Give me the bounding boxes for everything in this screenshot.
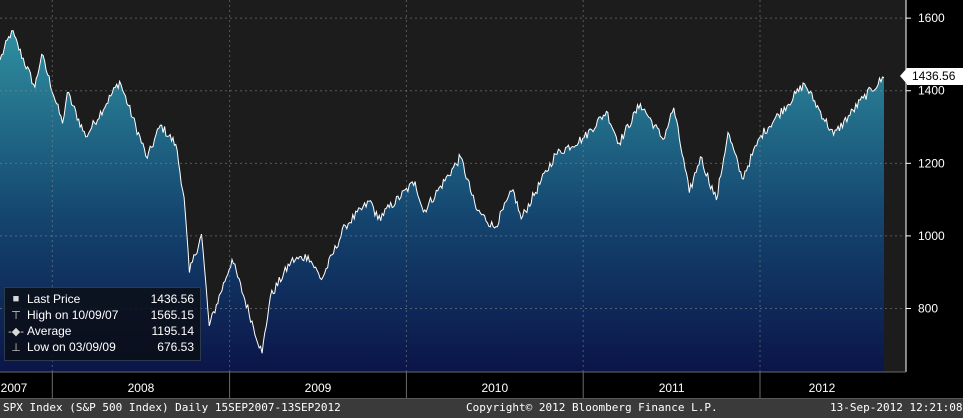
footer-timestamp: 13-Sep-2012 12:21:08	[830, 401, 963, 414]
x-axis-band	[0, 372, 963, 398]
x-tick-label: 2009	[305, 381, 332, 395]
legend-value: 1195.14	[151, 324, 195, 338]
legend-value: 676.53	[157, 340, 194, 354]
grid-lines-overlay	[0, 0, 906, 372]
x-tick-label: 2011	[659, 381, 685, 395]
x-tick-label: 2012	[809, 381, 836, 395]
y-tick-label: 1600	[918, 11, 945, 25]
legend-row-high: ⊤ High on 10/09/07 1565.15	[5, 307, 200, 323]
x-tick-label: 2008	[128, 381, 155, 395]
legend-row-average: -◆- Average 1195.14	[5, 323, 200, 339]
legend-label: High on 10/09/07	[27, 308, 119, 322]
y-tick-label: 1200	[918, 156, 945, 170]
legend-row-low: ⊥ Low on 03/09/09 676.53	[5, 339, 200, 355]
y-tick-label: 1400	[918, 84, 945, 98]
high-marker-icon: ⊤	[11, 309, 21, 322]
footer-security-info: SPX Index (S&P 500 Index) Daily 15SEP200…	[3, 401, 341, 414]
last-price-tag: 1436.56	[900, 68, 963, 85]
x-tick-label: 2007	[1, 381, 28, 395]
legend-row-last-price: ■ Last Price 1436.56	[5, 291, 200, 307]
legend-value: 1436.56	[150, 292, 194, 306]
legend-label: Average	[27, 324, 72, 338]
square-icon: ■	[12, 293, 20, 305]
legend: ■ Last Price 1436.56 ⊤ High on 10/09/07 …	[4, 287, 201, 361]
x-tick-label: 2010	[481, 381, 508, 395]
y-tick-label: 1000	[918, 229, 945, 243]
average-marker-icon: -◆-	[8, 325, 24, 338]
y-tick-label: 800	[918, 301, 938, 315]
footer-bar: SPX Index (S&P 500 Index) Daily 15SEP200…	[0, 398, 963, 418]
low-marker-icon: ⊥	[11, 341, 21, 354]
price-area	[0, 30, 884, 372]
x-axis: 2007 2008 2009 2010 2011 2012	[1, 372, 836, 398]
legend-value: 1565.15	[150, 308, 194, 322]
price-line	[0, 30, 885, 354]
legend-label: Low on 03/09/09	[27, 340, 116, 354]
y-axis: 800 1000 1200 1400 1600	[906, 11, 945, 315]
legend-label: Last Price	[27, 292, 81, 306]
footer-copyright: Copyright© 2012 Bloomberg Finance L.P.	[466, 401, 718, 414]
